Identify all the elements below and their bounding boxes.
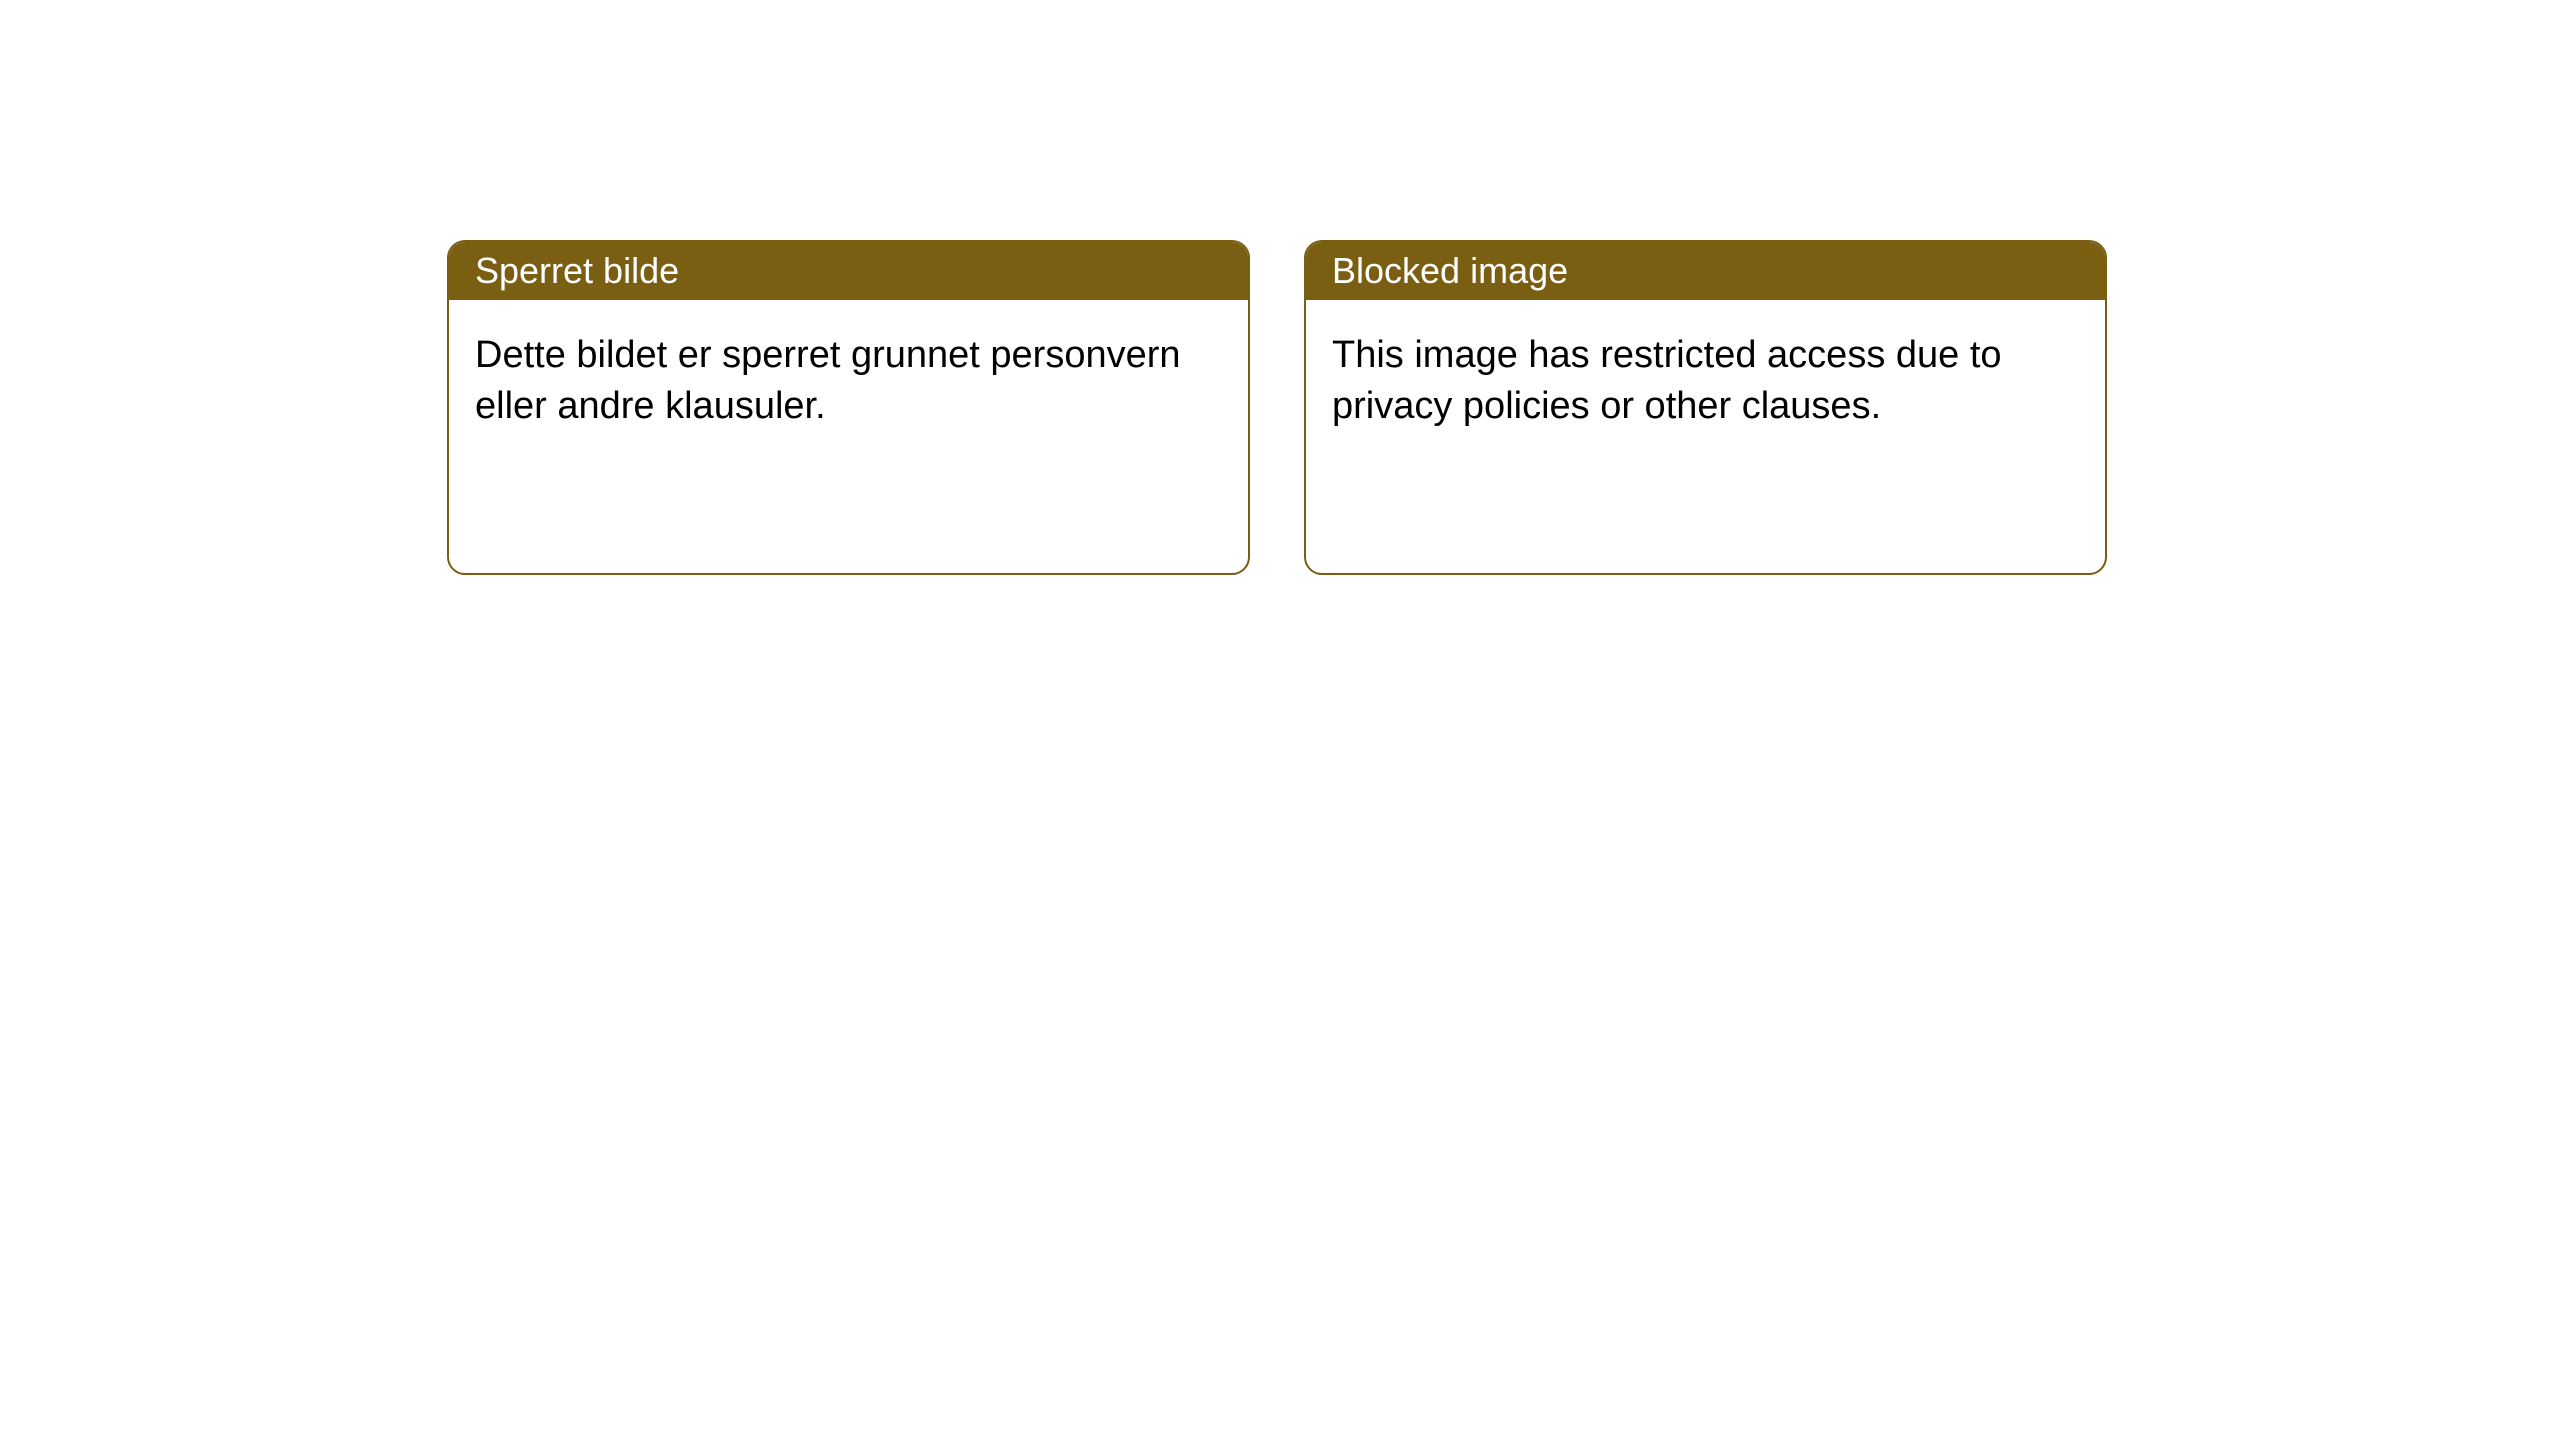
notice-body-english: This image has restricted access due to … [1306,300,2105,463]
notice-title-norwegian: Sperret bilde [475,250,679,292]
notice-text-norwegian: Dette bildet er sperret grunnet personve… [475,334,1181,427]
notice-container: Sperret bilde Dette bildet er sperret gr… [0,0,2560,575]
notice-header-norwegian: Sperret bilde [449,242,1248,300]
notice-card-norwegian: Sperret bilde Dette bildet er sperret gr… [447,240,1250,575]
notice-header-english: Blocked image [1306,242,2105,300]
notice-text-english: This image has restricted access due to … [1332,334,2002,427]
notice-body-norwegian: Dette bildet er sperret grunnet personve… [449,300,1248,463]
notice-card-english: Blocked image This image has restricted … [1304,240,2107,575]
notice-title-english: Blocked image [1332,250,1568,292]
